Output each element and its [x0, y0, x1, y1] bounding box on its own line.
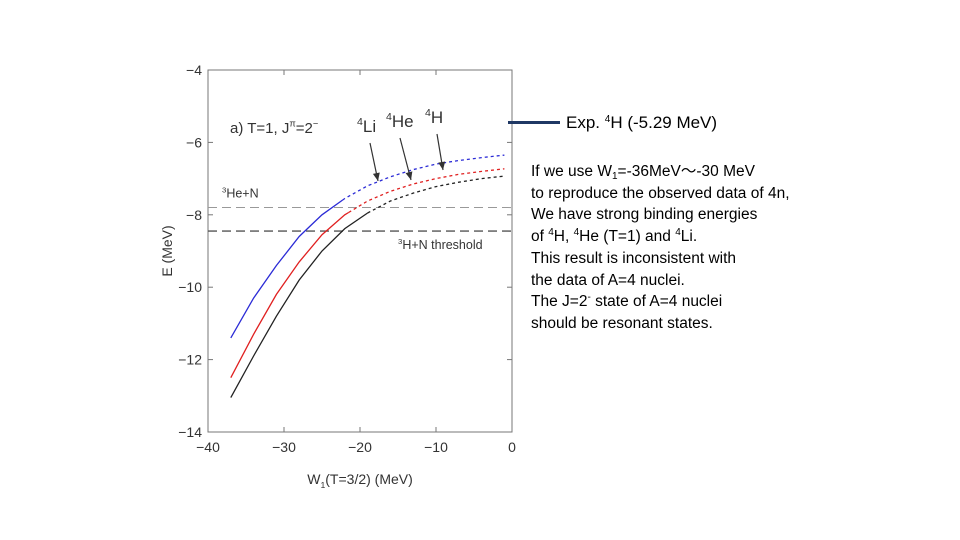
- note-line-4: of 4H, 4He (T=1) and 4Li.: [531, 226, 790, 248]
- y-tick-label: −12: [178, 352, 202, 368]
- note-sup: 4: [675, 227, 681, 239]
- series-line-dotted: [348, 168, 505, 214]
- y-tick-label: −6: [186, 134, 202, 150]
- series-name-label: 4He: [386, 111, 414, 131]
- note-line-1: If we use W1=-36MeV〜-30 MeV: [531, 161, 790, 183]
- series-line-solid: [230, 212, 368, 398]
- series-curves: [230, 154, 505, 398]
- note-line-5: This result is inconsistent with: [531, 249, 737, 267]
- note-text: of: [531, 228, 549, 246]
- label-arrow-head: [372, 172, 380, 181]
- series-line-solid: [230, 199, 343, 339]
- note-line-6: the data of A=4 nuclei.: [531, 271, 685, 289]
- note-text: He (T=1) and: [579, 228, 676, 246]
- x-tick-label: −40: [196, 439, 220, 455]
- exp-prefix: Exp.: [566, 113, 605, 132]
- label-arrow-head: [405, 171, 413, 180]
- label-arrow-head: [438, 161, 446, 170]
- x-tick-label: 0: [508, 439, 516, 455]
- note-text: H,: [553, 228, 574, 246]
- chart-labels: 3He+N 3H+N threshold a) T=1, Jπ=2− 4Li 4He 4H: [222, 107, 483, 252]
- explanation-text: If we use W1=-36MeV〜-30 MeV to reproduce…: [531, 161, 790, 335]
- threshold-label: 3H+N threshold: [398, 237, 483, 252]
- note-line-7: The J=2- state of A=4 nuclei: [531, 291, 790, 313]
- note-line-3: We have strong binding energies: [531, 206, 758, 224]
- note-sup: 4: [573, 227, 580, 239]
- note-line-2: to reproduce the observed data of 4n,: [531, 184, 790, 202]
- x-tick-label: −20: [348, 439, 372, 455]
- y-tick-label: −10: [178, 279, 202, 295]
- series-name-label: 4H: [425, 107, 443, 127]
- note-text: Li.: [680, 228, 698, 246]
- x-tick-label: −10: [424, 439, 448, 455]
- panel-label: a) T=1, Jπ=2−: [230, 119, 318, 137]
- x-tick-label: −30: [272, 439, 296, 455]
- note-text: state of A=4 nuclei: [590, 293, 723, 311]
- exp-mass-number: 4: [604, 114, 611, 125]
- axes-group: −40 −30 −20 −10 0 −4 −6 −8 −10 −12 −14 W1(T=3/2) (M…: [159, 62, 516, 490]
- note-text: =-36MeV〜-30 MeV: [617, 163, 755, 180]
- y-tick-label: −8: [186, 207, 202, 223]
- exp-label: Exp. 4H (-5.29 MeV): [566, 113, 717, 133]
- exp-marker-line: [508, 121, 560, 124]
- y-tick-label: −14: [178, 424, 202, 440]
- note-sup: -: [587, 292, 591, 304]
- series-line-dotted: [367, 175, 505, 214]
- note-subscript: 1: [611, 171, 618, 182]
- y-axis-label: E (MeV): [159, 225, 175, 276]
- series-line-solid: [230, 211, 349, 379]
- exp-rest: H (-5.29 MeV): [610, 113, 718, 132]
- note-text: The J=2: [531, 293, 588, 311]
- note-sup: 4: [548, 227, 554, 239]
- x-axis-label: W1(T=3/2) (MeV): [307, 471, 413, 490]
- note-text: If we use W: [531, 163, 612, 180]
- y-tick-label: −4: [186, 62, 202, 78]
- series-name-label: 4Li: [357, 116, 376, 136]
- series-line-dotted: [342, 154, 505, 201]
- threshold-label: 3He+N: [222, 185, 259, 200]
- note-line-8: should be resonant states.: [531, 314, 713, 332]
- threshold-lines: [208, 207, 512, 232]
